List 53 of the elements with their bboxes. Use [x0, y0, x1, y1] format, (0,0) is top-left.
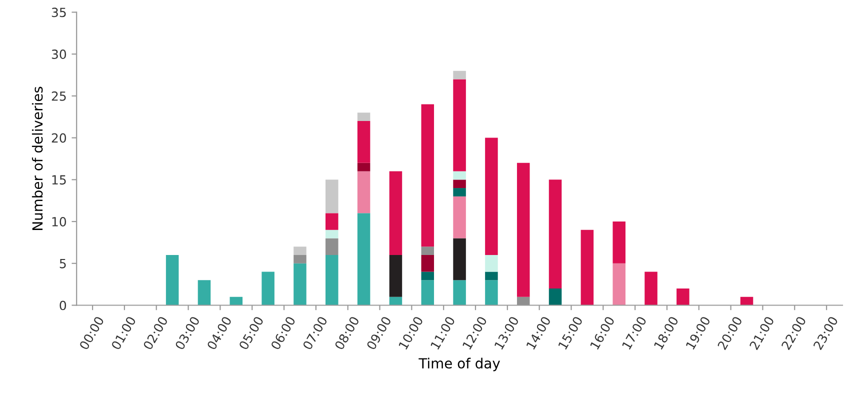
y-tick-label: 20: [52, 133, 66, 143]
bar: [453, 180, 466, 188]
y-axis-title: Number of deliveries: [32, 86, 43, 230]
bar: [516, 162, 530, 297]
bar: [485, 138, 498, 256]
bar: [676, 288, 690, 306]
y-tick-label: 0: [60, 300, 66, 310]
bar: [421, 104, 434, 247]
bar: [326, 255, 338, 306]
bar: [357, 162, 370, 172]
bar: [326, 238, 338, 256]
bar: [453, 171, 466, 180]
bar: [326, 213, 338, 230]
bar: [357, 213, 370, 306]
bar: [294, 263, 306, 306]
bar: [326, 230, 338, 238]
bar: [294, 246, 306, 256]
bar: [166, 255, 179, 306]
bar: [580, 230, 594, 306]
bar: [644, 272, 658, 306]
bar: [453, 79, 466, 172]
y-tick-label: 35: [52, 8, 66, 18]
bar: [612, 263, 626, 306]
x-axis-title: Time of day: [418, 358, 500, 372]
bar: [198, 280, 211, 306]
bar: [453, 188, 466, 196]
bar: [294, 255, 306, 264]
bar: [357, 121, 370, 163]
bar: [453, 238, 466, 280]
bar: [421, 255, 434, 272]
y-tick-label: 5: [60, 259, 66, 268]
y-tick-label: 15: [52, 175, 66, 185]
bar: [485, 255, 498, 272]
bar: [548, 180, 562, 289]
bar: [453, 196, 466, 238]
bar: [485, 280, 498, 306]
bar: [389, 255, 402, 297]
bar: [485, 272, 498, 280]
bar: [453, 70, 466, 80]
y-tick-label: 25: [52, 91, 66, 101]
bar: [421, 280, 434, 306]
bar: [612, 222, 626, 264]
bar: [389, 171, 402, 256]
bar: [357, 171, 370, 214]
bar: [326, 180, 338, 214]
bar: [421, 272, 434, 280]
bar: [421, 246, 434, 256]
bar: [262, 272, 274, 306]
y-tick-label: 10: [52, 216, 66, 226]
y-tick-label: 30: [52, 50, 66, 59]
bar: [453, 280, 466, 306]
bar: [548, 288, 562, 306]
bar: [357, 112, 370, 122]
